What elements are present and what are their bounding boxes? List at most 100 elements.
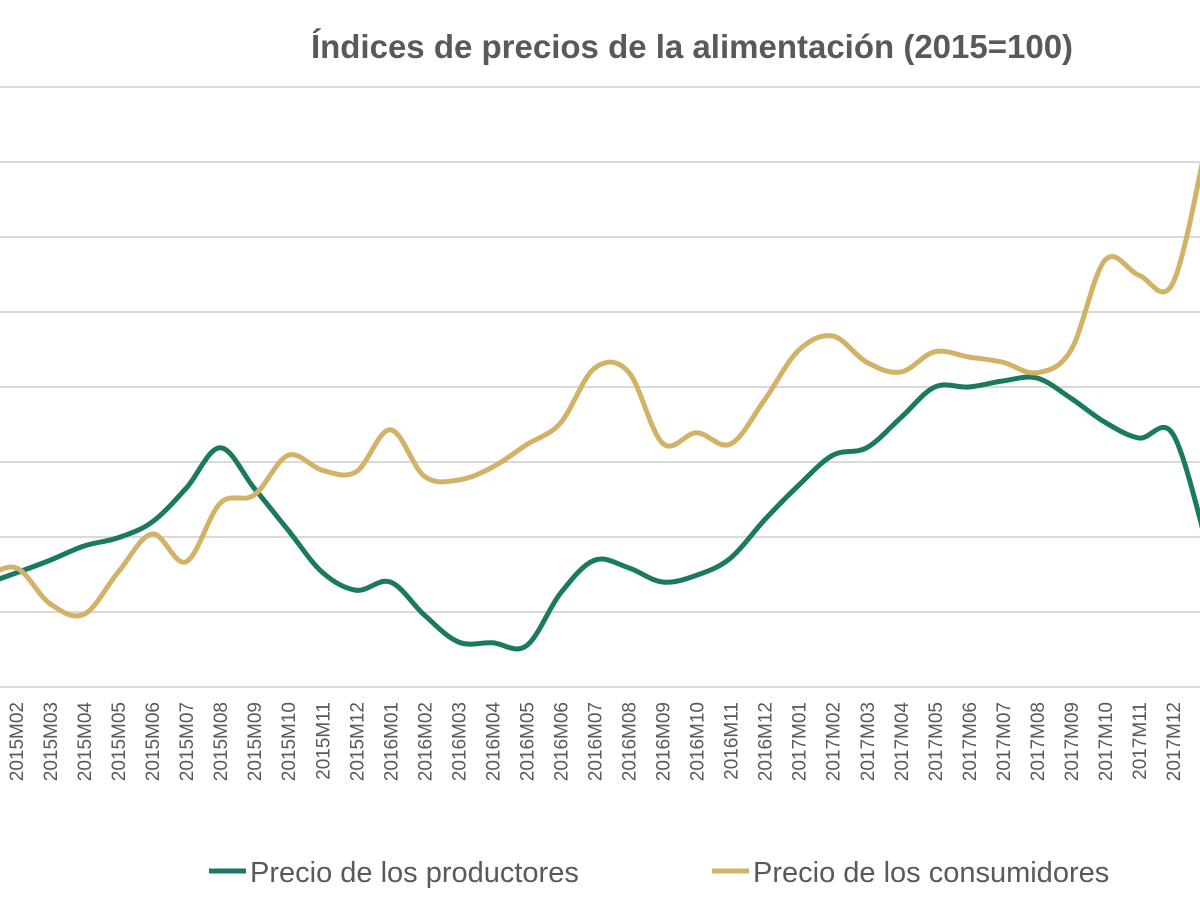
data-point-productores <box>1136 436 1141 441</box>
x-tick-label: 2016M07 <box>586 702 607 781</box>
x-tick-label: 2016M10 <box>688 702 709 781</box>
data-point-productores <box>1171 432 1176 437</box>
data-point-consumidores <box>1034 370 1039 375</box>
data-point-consumidores <box>728 442 733 447</box>
data-point-consumidores <box>966 355 971 360</box>
data-point-consumidores <box>694 430 699 435</box>
data-point-consumidores <box>82 612 87 617</box>
x-tick-label: 2015M03 <box>41 702 62 781</box>
data-point-consumidores <box>320 468 325 473</box>
x-tick-label: 2015M05 <box>109 702 130 781</box>
data-point-productores <box>82 544 87 549</box>
data-point-productores <box>320 570 325 575</box>
data-point-productores <box>728 556 733 561</box>
x-tick-label: 2017M04 <box>892 702 913 782</box>
data-point-consumidores <box>422 474 427 479</box>
x-tick-label: 2015M04 <box>75 702 96 782</box>
data-point-consumidores <box>864 360 869 365</box>
data-point-productores <box>966 385 971 390</box>
data-point-productores <box>48 558 53 563</box>
x-tick-label: 2015M06 <box>143 702 164 781</box>
data-point-productores <box>218 445 223 450</box>
x-tick-label: 2016M05 <box>517 702 538 781</box>
x-tick-label: 2015M07 <box>177 702 198 781</box>
x-tick-label: 2017M07 <box>994 702 1015 781</box>
data-point-productores <box>898 415 903 420</box>
x-tick-label: 2017M01 <box>790 702 811 781</box>
data-point-consumidores <box>150 532 155 537</box>
x-tick-label: 2015M08 <box>211 702 232 781</box>
x-tick-label: 2017M12 <box>1164 702 1185 781</box>
x-tick-label: 2017M11 <box>1130 702 1151 780</box>
data-point-productores <box>558 591 563 596</box>
series-line-productores <box>0 374 1200 652</box>
data-point-consumidores <box>218 501 223 506</box>
data-point-productores <box>1000 379 1005 384</box>
x-tick-label: 2017M08 <box>1028 702 1049 781</box>
data-point-consumidores <box>524 442 529 447</box>
x-tick-label: 2015M09 <box>245 702 266 781</box>
x-tick-label: 2016M11 <box>722 702 743 780</box>
x-tick-label: 2015M12 <box>347 702 368 781</box>
data-point-consumidores <box>1171 280 1176 285</box>
data-point-productores <box>354 588 359 593</box>
data-point-consumidores <box>48 601 53 606</box>
x-tick-label: 2017M09 <box>1062 702 1083 781</box>
data-point-consumidores <box>898 370 903 375</box>
x-tick-label: 2017M06 <box>960 702 981 781</box>
data-point-consumidores <box>626 370 631 375</box>
data-point-consumidores <box>388 427 393 432</box>
data-point-productores <box>150 520 155 525</box>
data-point-consumidores <box>660 441 665 446</box>
x-axis-tick-labels: 2015M02 2015M03 2015M04 2015M05 2015M06 2015M… <box>7 702 1185 782</box>
data-point-productores <box>864 445 869 450</box>
data-point-consumidores <box>354 469 359 474</box>
x-tick-label: 2017M02 <box>824 702 845 781</box>
data-point-productores <box>184 486 189 491</box>
x-tick-label: 2015M10 <box>279 702 300 781</box>
data-point-productores <box>524 643 529 648</box>
data-point-productores <box>796 483 801 488</box>
data-point-productores <box>490 640 495 645</box>
x-tick-label: 2017M03 <box>858 702 879 781</box>
x-tick-label: 2017M05 <box>926 702 947 781</box>
data-point-productores <box>1034 376 1039 381</box>
x-tick-label: 2016M01 <box>381 702 402 781</box>
data-point-consumidores <box>830 334 835 339</box>
data-point-productores <box>694 573 699 578</box>
data-point-productores <box>626 565 631 570</box>
data-point-consumidores <box>456 478 461 483</box>
plot-area <box>0 161 1200 652</box>
legend-label-consumidores: Precio de los consumidores <box>753 857 1109 889</box>
data-point-consumidores <box>1102 258 1107 263</box>
x-tick-label: 2017M10 <box>1096 702 1117 781</box>
data-point-consumidores <box>762 397 767 402</box>
data-point-productores <box>1068 396 1073 401</box>
x-tick-label: 2015M02 <box>7 702 28 781</box>
legend-item-productores: Precio de los productores <box>209 857 579 889</box>
data-point-productores <box>252 486 257 491</box>
legend: Precio de los productores Precio de los … <box>209 857 1109 889</box>
x-tick-label: 2016M12 <box>756 702 777 781</box>
data-point-productores <box>592 558 597 563</box>
data-point-consumidores <box>116 570 121 575</box>
data-point-consumidores <box>252 493 257 498</box>
x-tick-label: 2015M11 <box>313 702 334 780</box>
data-point-consumidores <box>14 565 19 570</box>
data-point-consumidores <box>286 453 291 458</box>
data-point-productores <box>286 528 291 533</box>
data-point-productores <box>830 453 835 458</box>
x-tick-label: 2016M09 <box>654 702 675 781</box>
data-point-productores <box>116 535 121 540</box>
data-point-consumidores <box>592 366 597 371</box>
chart-title: Índices de precios de la alimentación (2… <box>311 28 1073 65</box>
x-tick-label: 2016M06 <box>551 702 572 781</box>
data-point-productores <box>1102 420 1107 425</box>
data-point-consumidores <box>1136 273 1141 278</box>
x-tick-label: 2016M03 <box>449 702 470 781</box>
data-point-consumidores <box>490 465 495 470</box>
gridlines <box>0 86 1200 688</box>
data-point-consumidores <box>932 349 937 354</box>
data-point-productores <box>932 385 937 390</box>
